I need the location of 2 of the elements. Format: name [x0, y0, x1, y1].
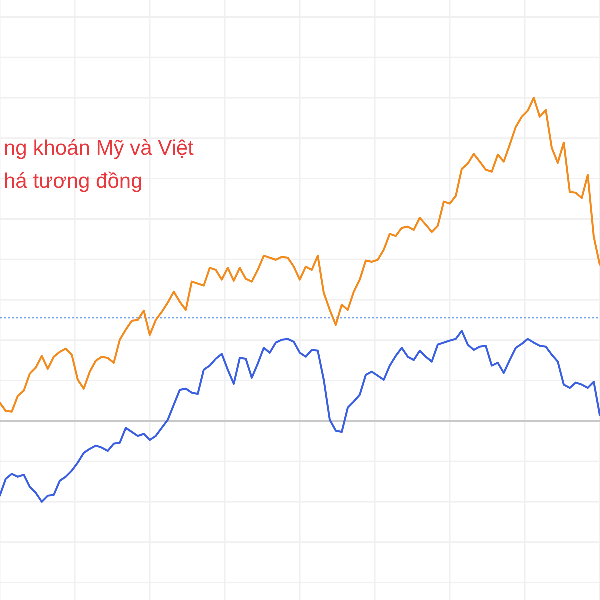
annotation: há tương đồng	[4, 170, 143, 193]
annotation: ng khoán Mỹ và Việt	[4, 137, 194, 160]
